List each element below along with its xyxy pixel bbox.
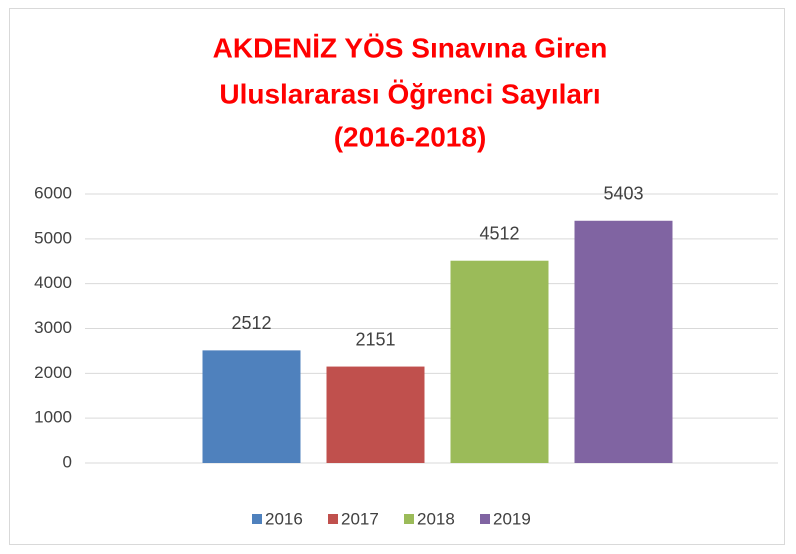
legend-label: 2017 <box>341 509 379 528</box>
y-tick-label: 1000 <box>34 408 72 427</box>
y-tick-label: 2000 <box>34 363 72 382</box>
data-label: 4512 <box>479 223 519 243</box>
chart-title: AKDENİZ YÖS Sınavına Giren <box>213 32 608 63</box>
legend-swatch <box>480 514 490 524</box>
bar <box>450 260 549 463</box>
y-tick-label: 3000 <box>34 318 72 337</box>
legend-swatch <box>328 514 338 524</box>
y-tick-label: 5000 <box>34 228 72 247</box>
legend-label: 2019 <box>493 509 531 528</box>
legend-label: 2018 <box>417 509 455 528</box>
bar <box>202 350 301 463</box>
data-label: 5403 <box>603 184 643 204</box>
chart-title: (2016-2018) <box>334 121 487 152</box>
legend-swatch <box>404 514 414 524</box>
chart-title: Uluslararası Öğrenci Sayıları <box>219 78 600 109</box>
bar <box>574 220 673 463</box>
y-tick-label: 4000 <box>34 273 72 292</box>
legend-label: 2016 <box>265 509 303 528</box>
y-tick-label: 0 <box>63 452 72 471</box>
data-label: 2512 <box>231 313 271 333</box>
data-label: 2151 <box>355 329 395 349</box>
legend-swatch <box>252 514 262 524</box>
y-tick-label: 6000 <box>34 183 72 202</box>
bar <box>326 366 425 463</box>
